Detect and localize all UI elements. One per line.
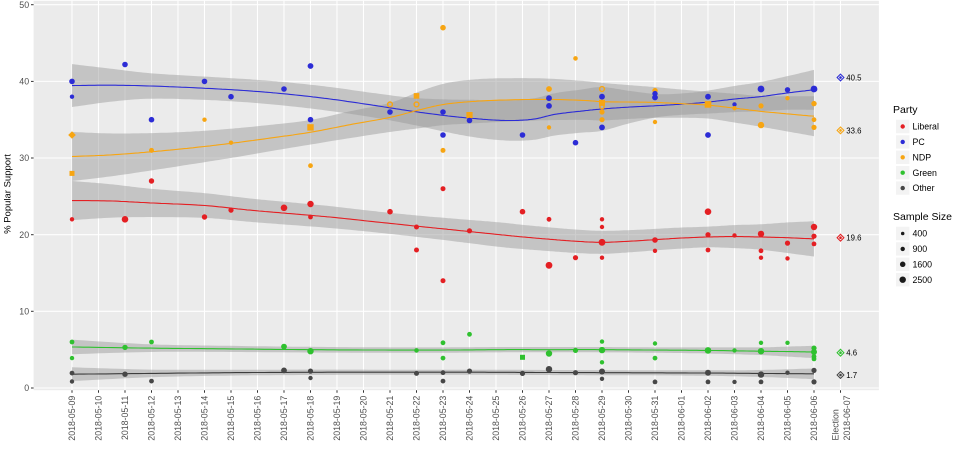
- svg-text:40.5: 40.5: [846, 73, 862, 82]
- svg-text:2018-05-18: 2018-05-18: [306, 396, 316, 441]
- svg-text:Liberal: Liberal: [913, 122, 939, 132]
- svg-text:2018-05-13: 2018-05-13: [173, 396, 183, 441]
- svg-text:2018-06-07: 2018-06-07: [842, 395, 852, 440]
- svg-text:2018-05-16: 2018-05-16: [253, 396, 263, 441]
- svg-text:20: 20: [19, 230, 29, 240]
- svg-text:2018-06-06: 2018-06-06: [809, 396, 819, 441]
- svg-text:2018-05-22: 2018-05-22: [412, 396, 422, 441]
- svg-text:2018-05-31: 2018-05-31: [650, 396, 660, 441]
- svg-text:2018-05-09: 2018-05-09: [67, 396, 77, 441]
- svg-text:2018-05-12: 2018-05-12: [147, 396, 157, 441]
- svg-text:2018-05-29: 2018-05-29: [597, 396, 607, 441]
- svg-text:19.6: 19.6: [846, 234, 861, 243]
- svg-text:50: 50: [19, 0, 29, 10]
- svg-text:2018-05-19: 2018-05-19: [332, 396, 342, 441]
- svg-text:Other: Other: [913, 183, 935, 193]
- svg-text:2500: 2500: [913, 275, 933, 285]
- svg-text:40: 40: [19, 77, 29, 87]
- svg-text:Green: Green: [913, 168, 938, 178]
- svg-text:2018-05-27: 2018-05-27: [544, 396, 554, 441]
- svg-text:1.7: 1.7: [846, 371, 857, 380]
- svg-text:Party: Party: [893, 104, 918, 116]
- svg-text:2018-05-10: 2018-05-10: [94, 396, 104, 441]
- svg-text:Election: Election: [830, 409, 840, 440]
- svg-text:2018-05-26: 2018-05-26: [518, 396, 528, 441]
- svg-text:2018-05-15: 2018-05-15: [226, 396, 236, 441]
- svg-text:2018-06-04: 2018-06-04: [756, 396, 766, 441]
- svg-text:2018-05-20: 2018-05-20: [359, 396, 369, 441]
- svg-text:400: 400: [913, 229, 928, 239]
- svg-text:2018-05-24: 2018-05-24: [465, 396, 475, 441]
- svg-text:2018-05-25: 2018-05-25: [491, 396, 501, 441]
- svg-text:10: 10: [19, 306, 29, 316]
- svg-text:2018-05-17: 2018-05-17: [279, 396, 289, 441]
- svg-text:Sample Size: Sample Size: [893, 211, 952, 223]
- svg-text:PC: PC: [913, 137, 926, 147]
- svg-text:2018-06-03: 2018-06-03: [730, 396, 740, 441]
- svg-text:4.6: 4.6: [846, 349, 857, 358]
- svg-text:900: 900: [913, 244, 928, 254]
- svg-text:2018-05-30: 2018-05-30: [624, 396, 634, 441]
- svg-text:2018-05-11: 2018-05-11: [120, 396, 130, 440]
- svg-text:2018-05-14: 2018-05-14: [200, 396, 210, 441]
- svg-text:% Popular Support: % Popular Support: [3, 154, 14, 234]
- svg-text:2018-05-21: 2018-05-21: [385, 396, 395, 441]
- svg-text:30: 30: [19, 153, 29, 163]
- svg-text:0: 0: [24, 383, 29, 393]
- svg-text:1600: 1600: [913, 259, 933, 269]
- svg-text:2018-06-02: 2018-06-02: [703, 396, 713, 441]
- svg-text:2018-06-05: 2018-06-05: [783, 396, 793, 441]
- svg-text:2018-05-23: 2018-05-23: [438, 396, 448, 441]
- svg-text:2018-06-01: 2018-06-01: [677, 396, 687, 441]
- svg-text:NDP: NDP: [913, 152, 932, 162]
- svg-text:2018-05-28: 2018-05-28: [571, 396, 581, 441]
- svg-text:33.6: 33.6: [846, 126, 861, 135]
